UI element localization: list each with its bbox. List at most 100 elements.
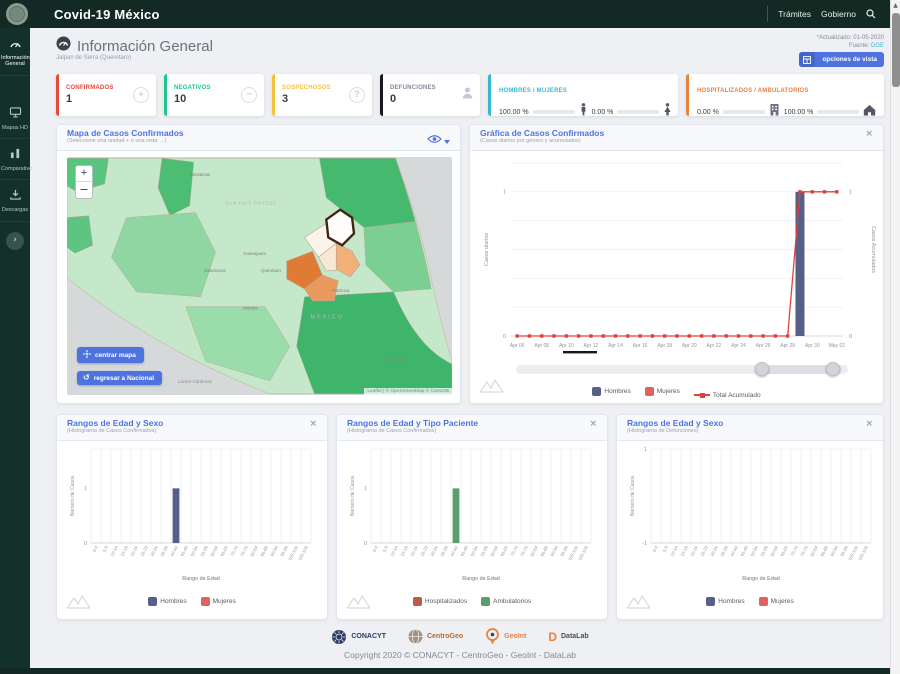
panel-title: Rangos de Edad y Tipo Paciente xyxy=(347,418,478,428)
panel-title: Rangos de Edad y Sexo xyxy=(67,418,163,428)
eye-icon xyxy=(427,131,442,149)
svg-text:Apr 26: Apr 26 xyxy=(756,343,771,349)
close-icon[interactable]: × xyxy=(865,130,873,139)
legend-item[interactable]: Mujeres xyxy=(645,387,680,396)
svg-text:35-39: 35-39 xyxy=(719,545,729,558)
minus-circle-icon: − xyxy=(241,87,257,103)
sidebar-item-descargas[interactable]: Descargas xyxy=(0,180,30,221)
svg-text:5-9: 5-9 xyxy=(382,545,390,553)
svg-text:80-84: 80-84 xyxy=(529,545,539,558)
source-label: Fuente: DGE xyxy=(849,43,884,49)
map-label: Pachuca xyxy=(332,288,350,293)
sidebar-item-informacion-general[interactable]: Información General xyxy=(0,28,30,76)
svg-text:30-34: 30-34 xyxy=(149,545,159,558)
scroll-up-arrow[interactable]: ▲ xyxy=(891,0,900,11)
svg-text:0-4: 0-4 xyxy=(372,545,380,553)
center-map-icon xyxy=(83,350,91,360)
ambulatory-percent: 100.00 % xyxy=(784,109,814,116)
map-label: Tehuacán xyxy=(386,357,406,362)
date-range-slider[interactable] xyxy=(516,365,848,374)
svg-text:60-64: 60-64 xyxy=(489,545,499,558)
svg-text:15-19: 15-19 xyxy=(119,545,129,558)
svg-text:85-89: 85-89 xyxy=(539,545,549,558)
topbar: Covid-19 México Trámites Gobierno xyxy=(0,0,890,28)
legend-item[interactable]: Hombres xyxy=(592,387,630,396)
svg-text:75-79: 75-79 xyxy=(799,545,809,558)
svg-text:95-99: 95-99 xyxy=(839,545,849,558)
panel-title: Gráfica de Casos Confirmados xyxy=(480,128,604,138)
legend-item[interactable]: Hombres xyxy=(706,597,744,606)
svg-text:5-9: 5-9 xyxy=(102,545,110,553)
home-icon xyxy=(863,103,876,121)
dashboard-screen: Covid-19 México Trámites Gobierno Inform… xyxy=(0,0,900,674)
sidebar-item-mapas-hd[interactable]: Mapas HD xyxy=(0,98,30,139)
gauge-icon xyxy=(9,35,22,52)
geoint-icon xyxy=(485,628,500,645)
svg-text:20-24: 20-24 xyxy=(129,545,139,558)
card-confirmados: CONFIRMADOS 1 + xyxy=(56,74,156,116)
svg-text:45-49: 45-49 xyxy=(459,545,469,558)
view-options-icon xyxy=(799,52,815,67)
svg-text:Número de Casos: Número de Casos xyxy=(70,475,76,516)
svg-text:75-79: 75-79 xyxy=(519,545,529,558)
close-icon[interactable]: × xyxy=(309,420,317,429)
view-options-button[interactable]: opciones de vista xyxy=(799,52,884,67)
card-hospitalizados-ambulatorios: HOSPITALIZADOS / AMBULATORIOS 0.00 % 100… xyxy=(686,74,884,116)
source-link[interactable]: DGE xyxy=(871,43,884,49)
scrollbar-thumb[interactable] xyxy=(892,13,900,87)
nav-gobierno[interactable]: Gobierno xyxy=(821,9,856,19)
watermark-icon xyxy=(346,593,372,614)
sidebar-item-comparativo[interactable]: Comparativo xyxy=(0,139,30,180)
main-content: Información General Jalpan de Serra (Que… xyxy=(30,28,890,668)
nav-tramites[interactable]: Trámites xyxy=(778,9,811,19)
scrollbar[interactable]: ▲ xyxy=(890,0,900,674)
svg-text:0: 0 xyxy=(364,541,367,547)
bottom-bar xyxy=(0,668,900,674)
svg-text:80-84: 80-84 xyxy=(809,545,819,558)
svg-text:0: 0 xyxy=(849,334,852,340)
slider-handle-left[interactable] xyxy=(755,362,769,376)
zoom-in-button[interactable]: + xyxy=(76,166,92,182)
legend-item[interactable]: Mujeres xyxy=(759,597,794,606)
daily-cases-chart: 0011Casos diariosCasos AcumuladosApr 06A… xyxy=(475,155,877,357)
gauge-icon xyxy=(56,36,71,56)
svg-text:Apr 20: Apr 20 xyxy=(682,343,697,349)
map-attribution[interactable]: Leaflet | © OpenStreetMap © CartoDB xyxy=(364,388,452,395)
legend-item[interactable]: Hombres xyxy=(148,597,186,606)
caret-down-icon xyxy=(444,131,450,149)
close-icon[interactable]: × xyxy=(865,420,873,429)
sidebar-expand-button[interactable]: › xyxy=(6,232,24,250)
search-icon[interactable] xyxy=(866,9,876,19)
svg-text:Rango de Edad: Rango de Edad xyxy=(742,576,779,582)
legend-item[interactable]: Hospitalizados xyxy=(413,597,467,606)
svg-text:1: 1 xyxy=(849,190,852,196)
card-sospechosos: SOSPECHOSOS 3 ? xyxy=(272,74,372,116)
panel-subtitle: (Histograma de Casos Confirmados) xyxy=(347,428,478,434)
card-defunciones: DEFUNCIONES 0 xyxy=(380,74,480,116)
svg-text:50-54: 50-54 xyxy=(749,545,759,558)
svg-text:70-74: 70-74 xyxy=(789,545,799,558)
svg-text:Casos Acumulados: Casos Acumulados xyxy=(870,226,876,273)
sidebar-item-label: Descargas xyxy=(1,207,29,213)
legend-item[interactable]: Total Acumulado xyxy=(694,392,761,399)
footer-logos: CONACYT CentroGeo GeoInt D DataLab xyxy=(30,628,890,645)
leaflet-map[interactable]: Zacatecas SAN LUIS POTOSÍ Guanajuato Sal… xyxy=(67,157,452,395)
svg-text:25-29: 25-29 xyxy=(419,545,429,558)
card-label: HOMBRES / MUJERES xyxy=(499,88,567,94)
svg-text:May 02: May 02 xyxy=(829,343,846,349)
svg-text:Apr 16: Apr 16 xyxy=(633,343,648,349)
map-view-dropdown[interactable] xyxy=(427,131,450,149)
legend-item[interactable]: Mujeres xyxy=(201,597,236,606)
svg-text:10-14: 10-14 xyxy=(109,545,119,558)
map-label: Zacatecas xyxy=(190,172,211,177)
card-value: 3 xyxy=(282,93,331,105)
chart-legend: Hospitalizados Ambulatorios xyxy=(337,593,607,611)
center-map-button[interactable]: centrar mapa xyxy=(77,347,144,363)
conacyt-logo: CONACYT xyxy=(331,629,386,645)
legend-item[interactable]: Ambulatorios xyxy=(481,597,531,606)
slider-handle-right[interactable] xyxy=(826,362,840,376)
back-to-national-button[interactable]: ↺ regresar a Nacional xyxy=(77,371,162,385)
download-icon xyxy=(9,187,22,204)
close-icon[interactable]: × xyxy=(589,420,597,429)
zoom-out-button[interactable]: − xyxy=(76,182,92,198)
